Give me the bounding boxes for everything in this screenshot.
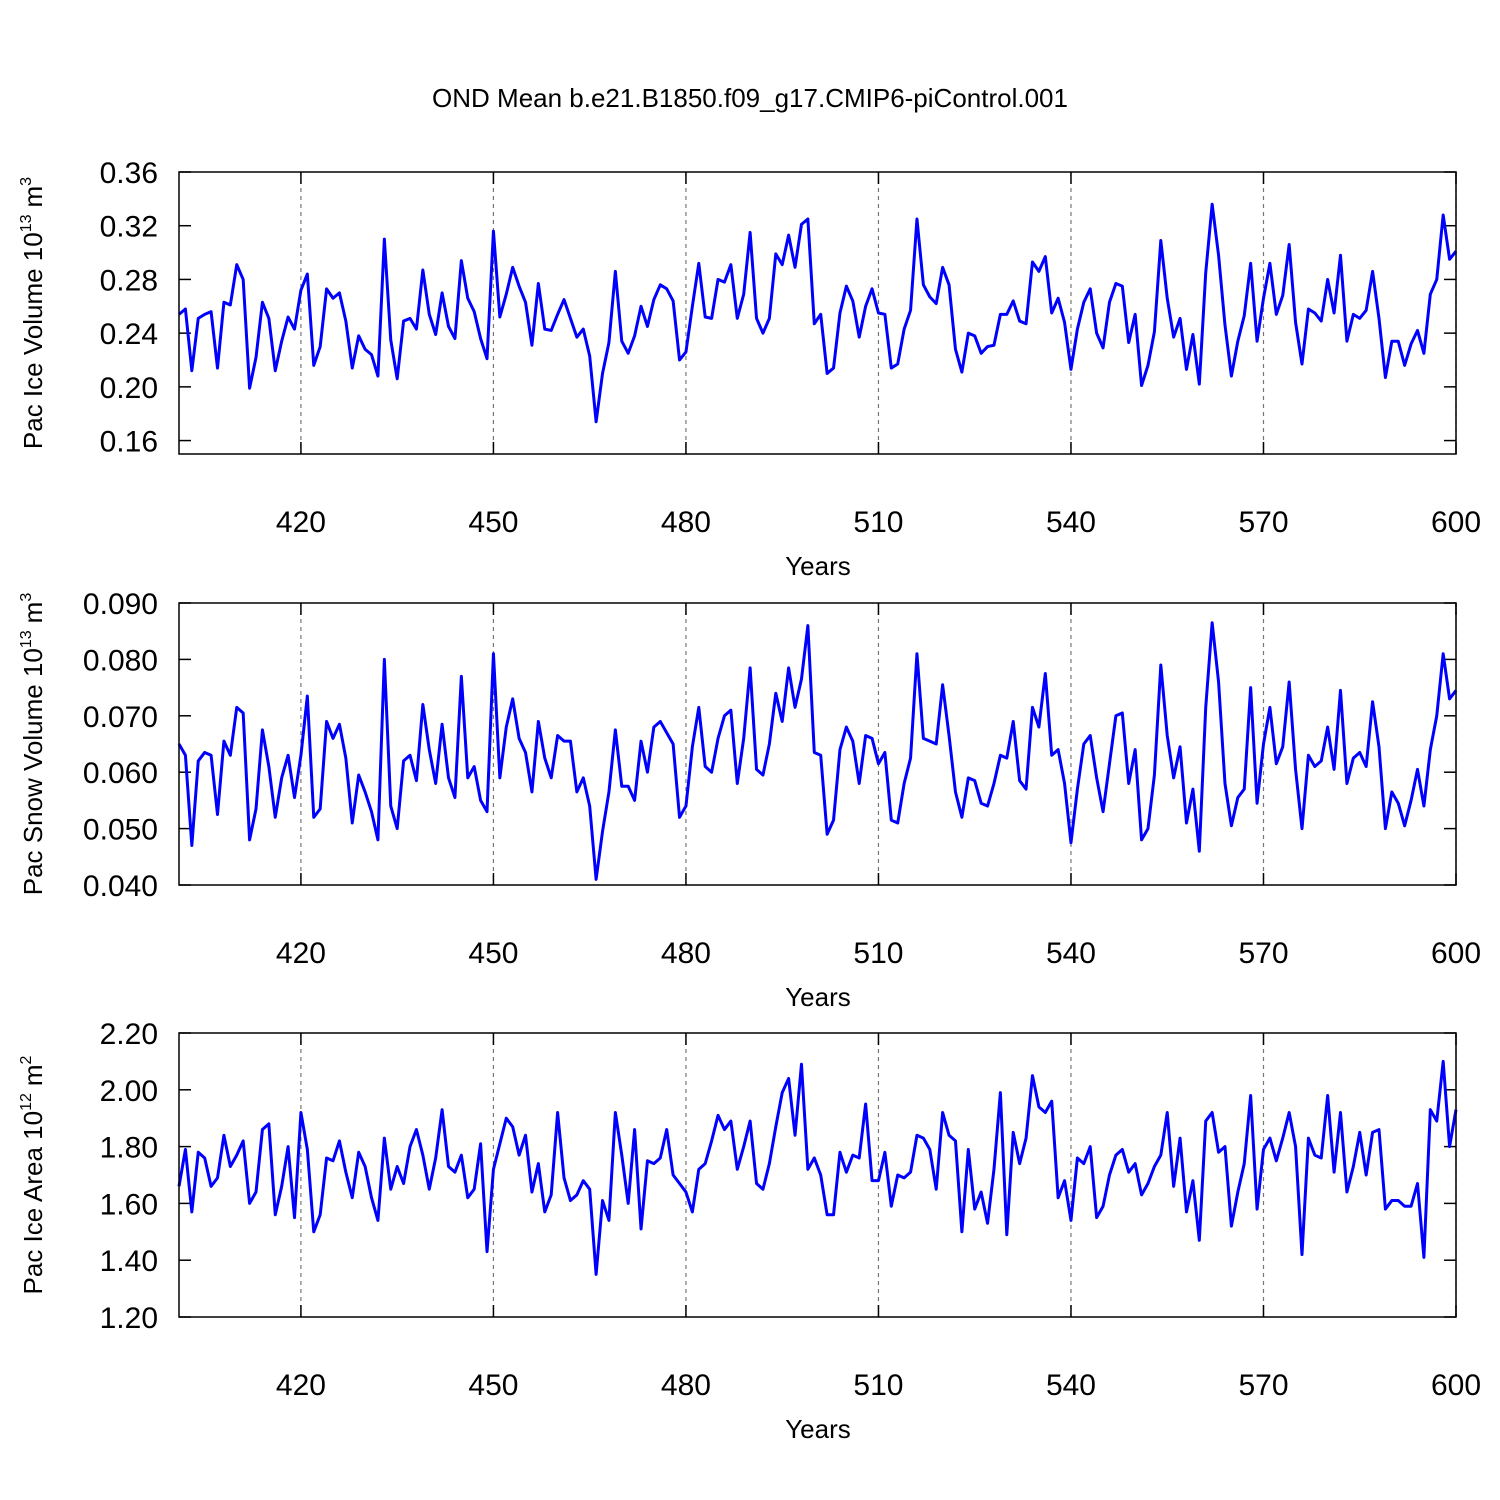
x-tick-label: 480 <box>661 937 711 970</box>
y-axis-label-text: Pac Ice Area 10 <box>18 1111 48 1295</box>
y-tick-label: 0.24 <box>100 318 158 351</box>
y-axis-label-unit: m <box>18 186 48 208</box>
y-axis-label: Pac Ice Volume 1013 m3 <box>18 177 48 449</box>
y-tick-label: 2.00 <box>100 1075 158 1108</box>
y-tick-label: 2.20 <box>100 1018 158 1051</box>
x-tick-label: 570 <box>1238 1369 1288 1402</box>
x-tick-label: 600 <box>1431 1369 1481 1402</box>
x-tick-label: 570 <box>1238 506 1288 539</box>
y-tick-label: 1.80 <box>100 1132 158 1165</box>
y-axis-label-unit: m <box>18 1064 48 1086</box>
y-tick-label: 1.60 <box>100 1188 158 1221</box>
x-tick-label: 600 <box>1431 937 1481 970</box>
y-axis-label-text: Pac Ice Volume 10 <box>18 232 48 449</box>
x-tick-label: 570 <box>1238 937 1288 970</box>
y-axis-label-unit-power: 3 <box>18 593 35 602</box>
y-tick-label: 1.20 <box>100 1302 158 1335</box>
x-axis-label: Years <box>785 982 851 1012</box>
plot-frame <box>178 171 1457 455</box>
y-tick-label: 0.090 <box>83 588 158 621</box>
x-axis-label: Years <box>785 551 851 581</box>
x-tick-label: 540 <box>1046 506 1096 539</box>
x-tick-label: 540 <box>1046 1369 1096 1402</box>
plot-frame <box>178 602 1457 886</box>
x-tick-label: 510 <box>853 937 903 970</box>
y-tick-label: 0.16 <box>100 426 158 459</box>
x-tick-label: 540 <box>1046 937 1096 970</box>
x-tick-label: 420 <box>276 506 326 539</box>
x-tick-label: 480 <box>661 506 711 539</box>
y-axis-label-unit-power: 3 <box>18 177 35 186</box>
y-axis-label: Pac Ice Area 1012 m2 <box>18 1055 48 1294</box>
chart-title: OND Mean b.e21.B1850.f09_g17.CMIP6-piCon… <box>432 83 1068 113</box>
y-tick-label: 1.40 <box>100 1245 158 1278</box>
x-tick-label: 450 <box>468 1369 518 1402</box>
y-tick-label: 0.20 <box>100 372 158 405</box>
y-tick-label: 0.040 <box>83 870 158 903</box>
x-tick-label: 480 <box>661 1369 711 1402</box>
plot-frame <box>178 1032 1457 1318</box>
data-line <box>178 202 1458 424</box>
x-tick-label: 450 <box>468 937 518 970</box>
x-tick-label: 510 <box>853 1369 903 1402</box>
y-tick-label: 0.28 <box>100 264 158 297</box>
y-axis-label-exponent: 13 <box>18 214 35 232</box>
x-tick-label: 450 <box>468 506 518 539</box>
y-tick-label: 0.070 <box>83 701 158 734</box>
x-axis-label: Years <box>785 1414 851 1444</box>
x-tick-label: 510 <box>853 506 903 539</box>
data-line <box>177 1059 1458 1276</box>
x-tick-label: 420 <box>276 937 326 970</box>
y-tick-label: 0.050 <box>83 814 158 847</box>
y-axis-label-exponent: 13 <box>18 630 35 648</box>
y-tick-label: 0.36 <box>100 157 158 190</box>
y-tick-label: 0.32 <box>100 211 158 244</box>
y-axis-label: Pac Snow Volume 1013 m3 <box>18 593 48 896</box>
data-line <box>177 621 1458 881</box>
y-tick-label: 0.080 <box>83 644 158 677</box>
x-tick-label: 600 <box>1431 506 1481 539</box>
y-axis-label-unit-power: 2 <box>18 1055 35 1064</box>
y-axis-label-exponent: 12 <box>18 1093 35 1111</box>
y-tick-label: 0.060 <box>83 757 158 790</box>
y-axis-label-text: Pac Snow Volume 10 <box>18 648 48 895</box>
y-axis-label-unit: m <box>18 602 48 624</box>
x-tick-label: 420 <box>276 1369 326 1402</box>
